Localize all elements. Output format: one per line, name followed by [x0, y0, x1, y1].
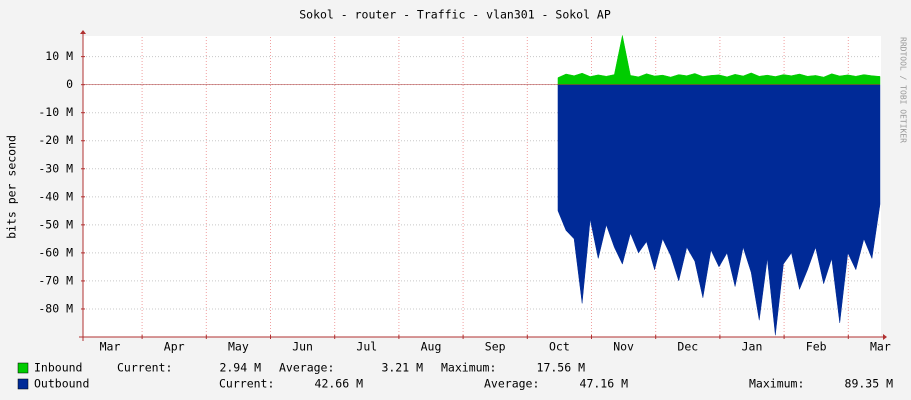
x-tick-label: Aug [421, 340, 442, 354]
y-arrow [80, 30, 86, 34]
y-tick-label: -80 M [38, 301, 73, 315]
x-tick-label: May [228, 340, 249, 354]
legend-label: Outbound [34, 377, 89, 391]
x-tick-label: Jun [292, 340, 313, 354]
legend-value: 3.21 M [381, 361, 423, 375]
y-tick-label: -70 M [38, 273, 73, 287]
area [557, 84, 881, 336]
x-tick-label: Sep [485, 340, 506, 354]
x-tick-label: Mar [100, 340, 121, 354]
x-tick-label: Mar [870, 340, 891, 354]
legend-value: 2.94 M [219, 361, 261, 375]
legend-key: Average: [279, 361, 334, 375]
legend-value: 47.16 M [580, 377, 629, 391]
y-tick-label: -50 M [38, 217, 73, 231]
x-arrow [883, 334, 887, 340]
x-tick-label: Dec [677, 340, 698, 354]
y-tick-label: 0 [66, 77, 73, 91]
legend-swatch [17, 378, 29, 390]
y-tick-label: -20 M [38, 133, 73, 147]
y-tick-label: 10 M [45, 49, 73, 63]
y-tick-label: -60 M [38, 245, 73, 259]
x-tick-label: Nov [613, 340, 634, 354]
legend-label: Inbound [34, 361, 82, 375]
axes: Mar Apr May Jun Jul Aug Sep Oct Nov Dec Jan Feb Mar 1… [38, 30, 891, 354]
marks [557, 35, 881, 336]
x-tick-label: Apr [164, 340, 185, 354]
x-tick-label: Feb [806, 340, 827, 354]
legend-key: Maximum: [749, 377, 804, 391]
y-axis-label: bits per second [5, 135, 19, 239]
y-tick-label: -40 M [38, 189, 73, 203]
chart-title: Sokol - router - Traffic - vlan301 - Sok… [299, 8, 611, 22]
x-tick-label: Jul [356, 340, 377, 354]
legend-key: Maximum: [441, 361, 496, 375]
legend-value: 42.66 M [315, 377, 364, 391]
legend-value: 17.56 M [537, 361, 586, 375]
legend-key: Current: [117, 361, 172, 375]
legend-value: 89.35 M [845, 377, 894, 391]
area [557, 35, 881, 85]
x-tick-label: Jan [742, 340, 763, 354]
legend-swatch [17, 362, 29, 374]
legend-key: Current: [219, 377, 274, 391]
y-tick-label: -10 M [38, 105, 73, 119]
x-tick-label: Oct [549, 340, 570, 354]
watermark: RRDTOOL / TOBI OETIKER [899, 37, 908, 143]
legend-key: Average: [484, 377, 539, 391]
y-tick-label: -30 M [38, 161, 73, 175]
